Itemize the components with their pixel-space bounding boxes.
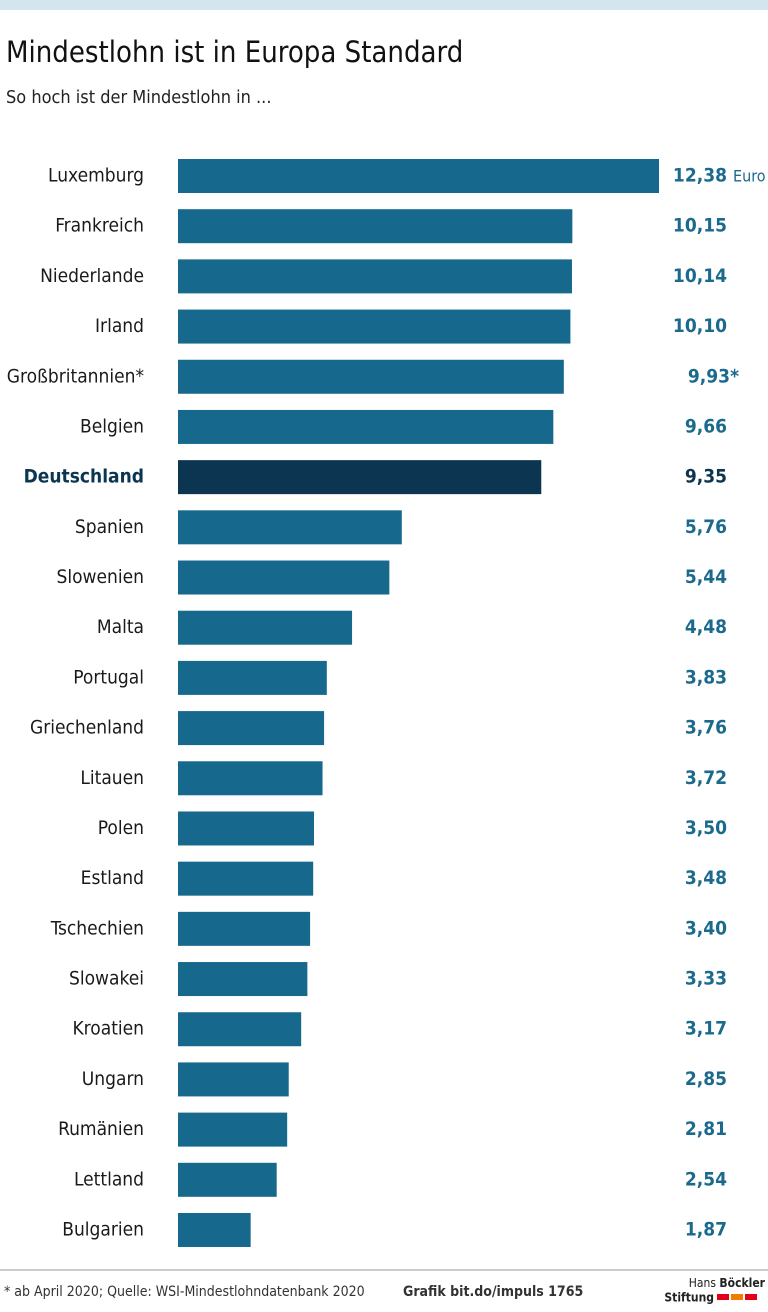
category-label: Irland [95, 315, 144, 337]
logo-part: Böckler [719, 1276, 765, 1290]
value-label: 2,54 [685, 1168, 727, 1190]
logo-bar [731, 1294, 743, 1300]
bar [178, 560, 390, 595]
category-label: Belgien [80, 415, 144, 437]
bar [178, 911, 311, 946]
category-label: Griechenland [30, 717, 144, 739]
value-label: 12,38 [673, 165, 727, 187]
bar [178, 309, 571, 344]
category-label: Slowakei [69, 968, 144, 990]
bar [178, 811, 314, 846]
category-label: Slowenien [56, 566, 144, 588]
top-band [0, 0, 768, 10]
bar [178, 510, 402, 545]
category-label: Luxemburg [48, 165, 144, 187]
logo-part: Stiftung [664, 1291, 714, 1305]
bar [178, 259, 572, 294]
bar [178, 1112, 288, 1147]
value-label: 3,83 [685, 666, 727, 688]
bar [178, 1212, 251, 1247]
value-label: 9,66 [685, 415, 727, 437]
bar [178, 660, 327, 695]
category-label: Deutschland [24, 466, 144, 488]
footnote: * ab April 2020; Quelle: WSI-Mindestlohn… [4, 1284, 365, 1300]
bar [178, 761, 323, 796]
logo-bar [745, 1294, 757, 1300]
value-label: 9,35 [685, 466, 727, 488]
category-label: Bulgarien [62, 1218, 144, 1240]
value-label: 2,81 [685, 1118, 727, 1140]
value-label: 3,17 [685, 1018, 727, 1040]
logo-bar [717, 1294, 729, 1300]
value-label: 3,76 [685, 717, 727, 739]
logo-part: Hans [689, 1276, 717, 1290]
category-label: Lettland [74, 1168, 144, 1190]
category-label: Kroatien [72, 1018, 144, 1040]
category-label: Großbritannien* [7, 365, 145, 387]
category-label: Tschechien [50, 917, 144, 939]
bar [178, 962, 308, 997]
category-label: Estland [81, 867, 144, 889]
category-label: Polen [98, 817, 144, 839]
value-label: 4,48 [685, 616, 727, 638]
value-label: 5,44 [685, 566, 727, 588]
value-label: 3,40 [685, 917, 727, 939]
value-label: 9,93* [688, 365, 739, 387]
category-label: Ungarn [82, 1068, 144, 1090]
credit: Grafik bit.do/impuls 1765 [403, 1284, 583, 1300]
bar [178, 159, 659, 193]
category-label: Rumänien [58, 1118, 144, 1140]
category-label: Niederlande [40, 265, 144, 287]
value-label: 3,48 [685, 867, 727, 889]
chart-title: Mindestlohn ist in Europa Standard [6, 35, 463, 69]
value-label: 2,85 [685, 1068, 727, 1090]
category-label: Portugal [73, 666, 144, 688]
value-label: 10,14 [673, 265, 727, 287]
bar [178, 460, 542, 495]
chart-subtitle: So hoch ist der Mindestlohn in ... [6, 87, 271, 108]
bar [178, 1062, 289, 1097]
value-label: 10,10 [673, 315, 727, 337]
bar [178, 209, 573, 244]
bar [178, 1162, 277, 1197]
value-label: 5,76 [685, 516, 727, 538]
category-label: Litauen [80, 767, 144, 789]
logo: Hans Böckler [689, 1276, 766, 1290]
value-label: 1,87 [685, 1218, 727, 1240]
value-label: 10,15 [673, 215, 727, 237]
bar [178, 359, 564, 394]
unit-label: Euro [733, 167, 766, 186]
category-label: Malta [97, 616, 144, 638]
bar [178, 861, 314, 896]
value-label: 3,72 [685, 767, 727, 789]
value-label: 3,50 [685, 817, 727, 839]
category-label: Spanien [75, 516, 144, 538]
category-label: Frankreich [55, 215, 144, 237]
bar [178, 409, 554, 444]
bar [178, 610, 353, 645]
value-label: 3,33 [685, 968, 727, 990]
bar [178, 1012, 302, 1047]
bar [178, 711, 325, 746]
